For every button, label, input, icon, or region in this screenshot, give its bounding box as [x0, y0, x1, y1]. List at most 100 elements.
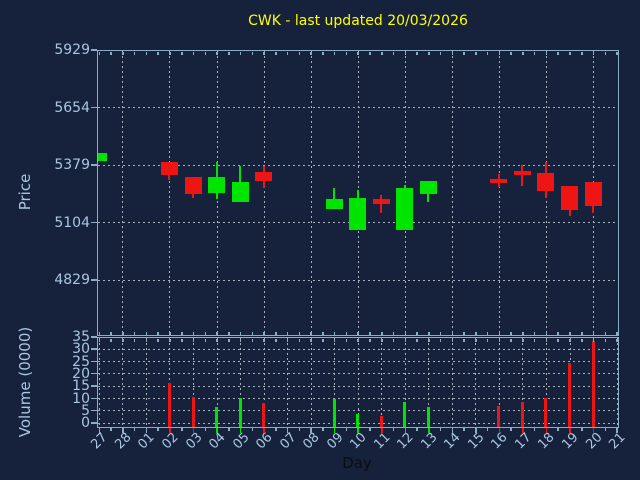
volume-tick-label: 10	[72, 390, 90, 407]
price-gridline	[122, 51, 124, 335]
volume-tick-label: 25	[72, 353, 90, 370]
x-tick-label: 15	[465, 430, 488, 453]
x-minor-tick	[110, 428, 112, 431]
x-tick-label: 03	[182, 430, 206, 453]
volume-gridline	[334, 338, 336, 427]
x-minor-tick	[581, 428, 583, 431]
x-minor-tick	[275, 428, 277, 431]
x-tick-label: 27	[88, 430, 111, 453]
x-tick-label: 28	[112, 430, 135, 453]
volume-gridline	[616, 338, 618, 427]
volume-gridline	[428, 338, 430, 427]
x-tick-mark	[569, 428, 571, 433]
volume-gridline	[169, 338, 171, 427]
price-gridline	[498, 51, 500, 335]
x-minor-tick	[228, 428, 230, 431]
volume-bar	[167, 382, 171, 427]
x-tick-label: 01	[135, 430, 159, 453]
price-axis-label: Price	[16, 173, 34, 211]
volume-chart-panel	[97, 337, 619, 428]
volume-gridline	[310, 338, 312, 427]
x-tick-mark	[145, 428, 148, 433]
x-tick-mark	[475, 428, 477, 433]
x-tick-label: 21	[606, 430, 629, 453]
volume-axis-label: Volume (0000)	[16, 326, 34, 438]
x-tick-mark	[498, 428, 501, 433]
price-gridline	[169, 51, 171, 335]
price-gridline	[310, 51, 312, 335]
price-tick-label: 5654	[54, 99, 90, 116]
price-gridline	[263, 51, 265, 335]
x-tick-mark	[428, 428, 430, 433]
x-tick-label: 04	[206, 430, 229, 453]
volume-gridline	[193, 338, 195, 427]
x-tick-mark	[216, 428, 218, 433]
x-tick-mark	[404, 428, 407, 433]
volume-bar	[262, 402, 266, 427]
volume-bar	[497, 405, 501, 427]
price-gridline	[451, 51, 453, 335]
x-minor-tick	[322, 428, 324, 431]
volume-bar	[191, 396, 195, 427]
x-minor-tick	[133, 428, 136, 431]
x-tick-label: 13	[418, 430, 441, 453]
candle-body	[513, 171, 531, 176]
x-tick-mark	[239, 428, 242, 433]
candle-body	[184, 177, 202, 195]
x-tick-mark	[451, 428, 454, 433]
candle-body	[396, 187, 414, 231]
volume-bar	[426, 406, 430, 427]
x-tick-label: 02	[159, 430, 182, 453]
x-tick-label: 06	[253, 430, 276, 453]
volume-tick-label: 15	[72, 378, 90, 395]
x-tick-label: 19	[559, 430, 582, 453]
candle-body	[584, 182, 602, 207]
candle-body	[349, 197, 367, 230]
candle-body	[160, 161, 178, 175]
x-tick-mark	[192, 428, 195, 433]
volume-gridline	[287, 338, 289, 427]
candle-body	[208, 177, 226, 193]
x-tick-mark	[98, 428, 101, 433]
volume-gridline	[522, 338, 524, 427]
candle-body	[372, 199, 390, 205]
candle-wick	[521, 164, 524, 187]
x-minor-tick	[204, 428, 207, 431]
volume-bar	[520, 401, 524, 427]
volume-gridline	[240, 338, 242, 427]
chart-title: CWK - last updated 20/03/2026	[248, 13, 468, 29]
x-minor-tick	[510, 428, 512, 431]
volume-gridline	[475, 338, 477, 427]
volume-tick-label: 0	[81, 415, 90, 432]
x-minor-tick	[157, 428, 159, 431]
price-tick-label: 4829	[54, 272, 90, 288]
x-tick-label: 17	[512, 430, 535, 453]
x-tick-label: 16	[488, 430, 512, 453]
volume-bar	[403, 402, 407, 427]
volume-tick-label: 5	[81, 402, 90, 419]
candle-body	[231, 182, 249, 202]
volume-gridline	[404, 338, 406, 427]
candle-body	[537, 172, 555, 192]
volume-gridline	[498, 338, 500, 427]
x-tick-mark	[169, 428, 171, 433]
x-tick-mark	[357, 428, 359, 433]
x-tick-mark	[263, 428, 265, 433]
volume-gridline	[451, 338, 453, 427]
volume-gridline	[357, 338, 359, 427]
x-tick-label: 20	[582, 430, 606, 453]
day-axis-label: Day	[342, 454, 372, 472]
x-tick-label: 07	[276, 430, 300, 453]
candle-body	[325, 198, 343, 210]
x-minor-tick	[533, 428, 536, 431]
x-minor-tick	[463, 428, 465, 431]
x-minor-tick	[557, 428, 559, 431]
volume-tick-label: 35	[72, 329, 90, 345]
volume-bar	[379, 416, 383, 427]
x-minor-tick	[251, 428, 254, 431]
candle-body	[98, 153, 108, 161]
volume-gridline	[263, 338, 265, 427]
volume-gridline	[145, 338, 147, 427]
volume-gridline	[122, 338, 124, 427]
